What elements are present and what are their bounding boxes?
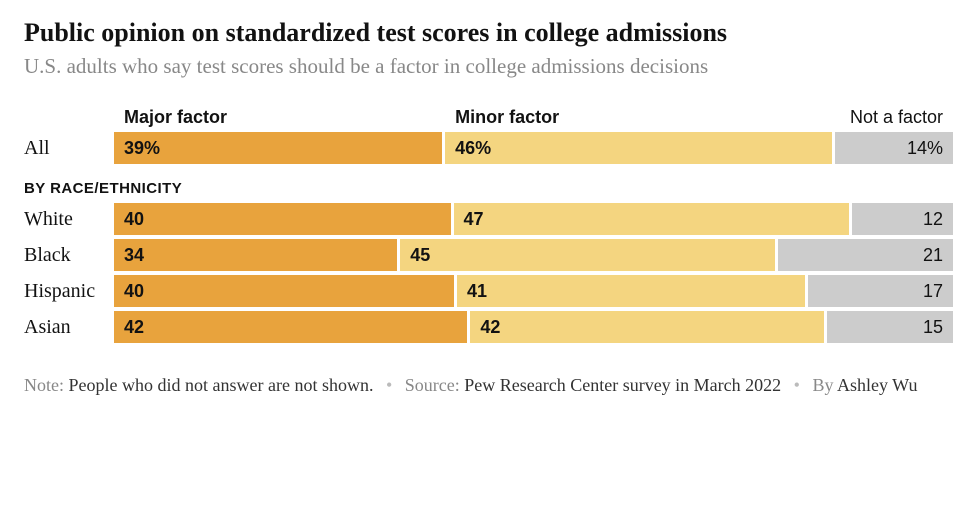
separator-dot: •	[386, 375, 392, 395]
byline-label: By	[812, 375, 833, 395]
segment-not: 15	[827, 311, 953, 343]
column-header: Major factor	[114, 107, 442, 128]
note-label: Note:	[24, 375, 64, 395]
segment-major: 34	[114, 239, 397, 271]
bar-area: 404117	[114, 275, 953, 307]
row-label: White	[24, 208, 114, 231]
note-text: People who did not answer are not shown.	[69, 375, 374, 395]
segment-major: 39%	[114, 132, 442, 164]
bar-area: 344521	[114, 239, 953, 271]
bar-area: 424215	[114, 311, 953, 343]
segment-minor: 46%	[445, 132, 832, 164]
bar-row: Black344521	[24, 239, 953, 271]
chart-footer: Note: People who did not answer are not …	[24, 371, 953, 400]
section-label: BY RACE/ETHNICITY	[24, 180, 953, 197]
segment-not: 21	[778, 239, 953, 271]
bar-row: Asian424215	[24, 311, 953, 343]
row-label: Hispanic	[24, 280, 114, 303]
row-label: Asian	[24, 316, 114, 339]
byline-text: Ashley Wu	[837, 375, 917, 395]
segment-minor: 47	[454, 203, 849, 235]
segment-not: 17	[808, 275, 953, 307]
separator-dot: •	[794, 375, 800, 395]
segment-minor: 45	[400, 239, 775, 271]
stacked-bar-chart: Major factorMinor factorNot a factor All…	[24, 107, 953, 343]
column-headers: Major factorMinor factorNot a factor	[24, 107, 953, 128]
bar-area: 404712	[114, 203, 953, 235]
column-header: Minor factor	[445, 107, 832, 128]
row-label: All	[24, 137, 114, 160]
segment-major: 40	[114, 275, 454, 307]
bar-row: Hispanic404117	[24, 275, 953, 307]
bar-row-all: All 39%46%14%	[24, 132, 953, 164]
segment-minor: 41	[457, 275, 805, 307]
segment-major: 40	[114, 203, 451, 235]
segment-not: 14%	[835, 132, 953, 164]
segment-not: 12	[852, 203, 953, 235]
source-label: Source:	[405, 375, 460, 395]
bar-row: White404712	[24, 203, 953, 235]
chart-title: Public opinion on standardized test scor…	[24, 18, 953, 48]
row-label: Black	[24, 244, 114, 267]
source-text: Pew Research Center survey in March 2022	[464, 375, 781, 395]
chart-subtitle: U.S. adults who say test scores should b…	[24, 54, 953, 79]
column-header: Not a factor	[835, 107, 953, 128]
segment-major: 42	[114, 311, 467, 343]
segment-minor: 42	[470, 311, 823, 343]
